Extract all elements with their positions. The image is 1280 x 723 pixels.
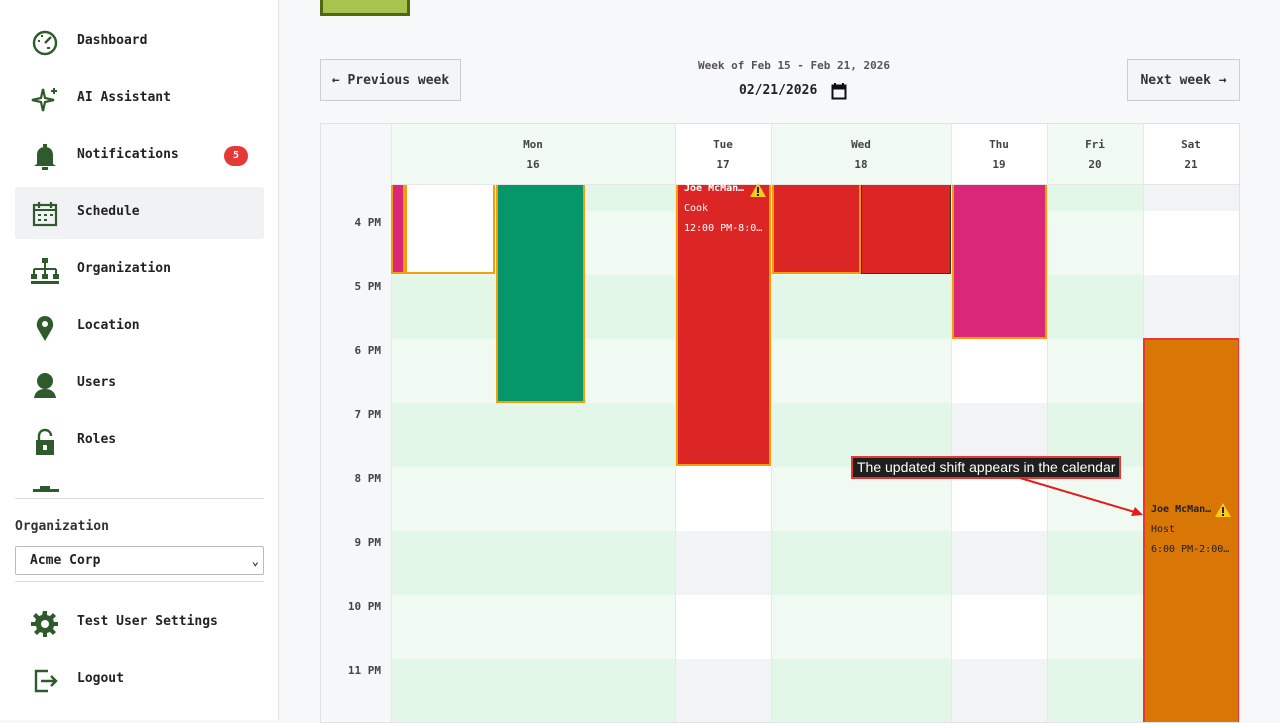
sidebar-item-location[interactable]: Location	[15, 301, 264, 353]
time-column: 4 PM 5 PM 6 PM 7 PM 8 PM 9 PM 10 PM 11 P…	[321, 124, 391, 722]
notification-badge: 5	[224, 146, 248, 166]
sidebar-item-organization[interactable]: Organization	[15, 244, 264, 296]
shift-role: Host	[1151, 524, 1176, 535]
sidebar-item-logout[interactable]: Logout	[15, 654, 264, 706]
time-label: 5 PM	[354, 280, 382, 293]
sidebar-item-settings[interactable]: Test User Settings	[15, 597, 264, 649]
week-calendar: 4 PM 5 PM 6 PM 7 PM 8 PM 9 PM 10 PM 11 P…	[320, 123, 1240, 723]
time-label: 11 PM	[347, 664, 381, 677]
day-header-thu: Thu 19	[951, 124, 1047, 185]
warning-icon	[1215, 503, 1231, 517]
more-items-icon	[33, 486, 59, 492]
time-label: 10 PM	[347, 600, 381, 613]
shift-time: 12:00 PM-8:0…	[684, 223, 763, 234]
divider	[15, 498, 264, 499]
shift-block[interactable]	[405, 185, 495, 274]
shift-block[interactable]	[952, 185, 1047, 339]
time-label: 9 PM	[354, 536, 382, 549]
shift-role: Cook	[684, 203, 709, 214]
time-label: 8 PM	[354, 472, 382, 485]
day-number: 18	[854, 158, 868, 171]
sidebar-item-label: Notifications	[77, 147, 179, 162]
sidebar-item-label: Test User Settings	[77, 614, 218, 629]
day-header-mon: Mon 16	[391, 124, 675, 185]
user-icon	[34, 373, 56, 398]
sidebar-item-notifications[interactable]: Notifications 5	[15, 130, 264, 182]
sidebar-item-schedule[interactable]: Schedule	[15, 187, 264, 239]
sidebar-item-roles[interactable]: Roles	[15, 415, 264, 467]
lock-icon	[36, 428, 54, 455]
day-name: Wed	[851, 138, 871, 151]
time-label: 6 PM	[354, 344, 382, 357]
warning-icon	[750, 183, 766, 197]
previous-week-button[interactable]: ← Previous week	[320, 59, 461, 101]
day-number: 17	[716, 158, 730, 171]
shift-employee-name: Joe McMan…	[1151, 504, 1212, 515]
day-header-wed: Wed 18	[771, 124, 951, 185]
day-header-sat: Sat 21	[1143, 124, 1239, 185]
day-number: 16	[526, 158, 540, 171]
dashboard-icon	[32, 30, 58, 56]
divider	[15, 581, 264, 582]
sidebar-item-label: Logout	[77, 671, 124, 686]
annotation-callout: The updated shift appears in the calenda…	[851, 456, 1122, 479]
chevron-down-icon: ⌄	[251, 554, 259, 568]
day-column-wed[interactable]: Wed 18	[771, 124, 951, 722]
shift-block-tue[interactable]: Joe McMan… Cook 12:00 PM-8:0…	[676, 183, 771, 466]
time-label: 4 PM	[354, 216, 382, 229]
gear-icon	[31, 611, 58, 637]
organization-select[interactable]: Acme Corp ⌄	[15, 546, 264, 575]
day-name: Sat	[1181, 138, 1201, 151]
sidebar-item-users[interactable]: Users	[15, 358, 264, 410]
sidebar-item-label: Roles	[77, 432, 117, 447]
shift-block-sat[interactable]: Joe McMan… Host 6:00 PM-2:00…	[1143, 338, 1239, 722]
day-name: Fri	[1085, 138, 1105, 151]
organization-select-value: Acme Corp	[30, 553, 101, 568]
shift-block[interactable]	[772, 185, 861, 274]
calendar-icon	[32, 202, 58, 227]
sidebar-item-label: Users	[77, 375, 117, 390]
logout-icon	[34, 669, 58, 693]
calendar-picker-icon[interactable]	[831, 82, 847, 100]
day-name: Mon	[523, 138, 543, 151]
shift-block[interactable]	[861, 185, 951, 274]
day-header-fri: Fri 20	[1047, 124, 1143, 185]
shift-block[interactable]	[496, 185, 585, 403]
main-content: ← Previous week Week of Feb 15 - Feb 21,…	[280, 0, 1280, 723]
day-column-fri[interactable]: Fri 20	[1047, 124, 1143, 722]
sidebar-item-label: Dashboard	[77, 33, 148, 48]
day-name: Thu	[989, 138, 1009, 151]
day-number: 19	[992, 158, 1006, 171]
add-shift-button[interactable]	[320, 0, 410, 16]
day-number: 21	[1184, 158, 1198, 171]
sparkle-icon	[31, 88, 57, 112]
bell-icon	[34, 144, 56, 170]
day-header-tue: Tue 17	[675, 124, 771, 185]
day-number: 20	[1088, 158, 1102, 171]
shift-employee-name: Joe McMan…	[684, 183, 745, 194]
day-column-sat[interactable]: Sat 21	[1143, 124, 1239, 722]
sidebar-item-ai-assistant[interactable]: AI Assistant	[15, 73, 264, 125]
time-label: 7 PM	[354, 408, 382, 421]
organization-label: Organization	[15, 519, 109, 534]
shift-block[interactable]	[391, 185, 405, 274]
sidebar-item-label: Schedule	[77, 204, 140, 219]
org-chart-icon	[31, 258, 59, 284]
sidebar-item-dashboard[interactable]: Dashboard	[15, 16, 264, 68]
location-pin-icon	[36, 316, 54, 341]
sidebar: Dashboard AI Assistant Notifications 5 S…	[0, 0, 279, 720]
date-input[interactable]: 02/21/2026	[739, 83, 818, 98]
sidebar-item-label: Location	[77, 318, 140, 333]
week-range-label: Week of Feb 15 - Feb 21, 2026	[697, 59, 891, 72]
day-name: Tue	[713, 138, 733, 151]
sidebar-item-label: AI Assistant	[77, 90, 171, 105]
shift-time: 6:00 PM-2:00…	[1151, 544, 1230, 555]
next-week-button[interactable]: Next week →	[1127, 59, 1240, 101]
sidebar-item-label: Organization	[77, 261, 171, 276]
